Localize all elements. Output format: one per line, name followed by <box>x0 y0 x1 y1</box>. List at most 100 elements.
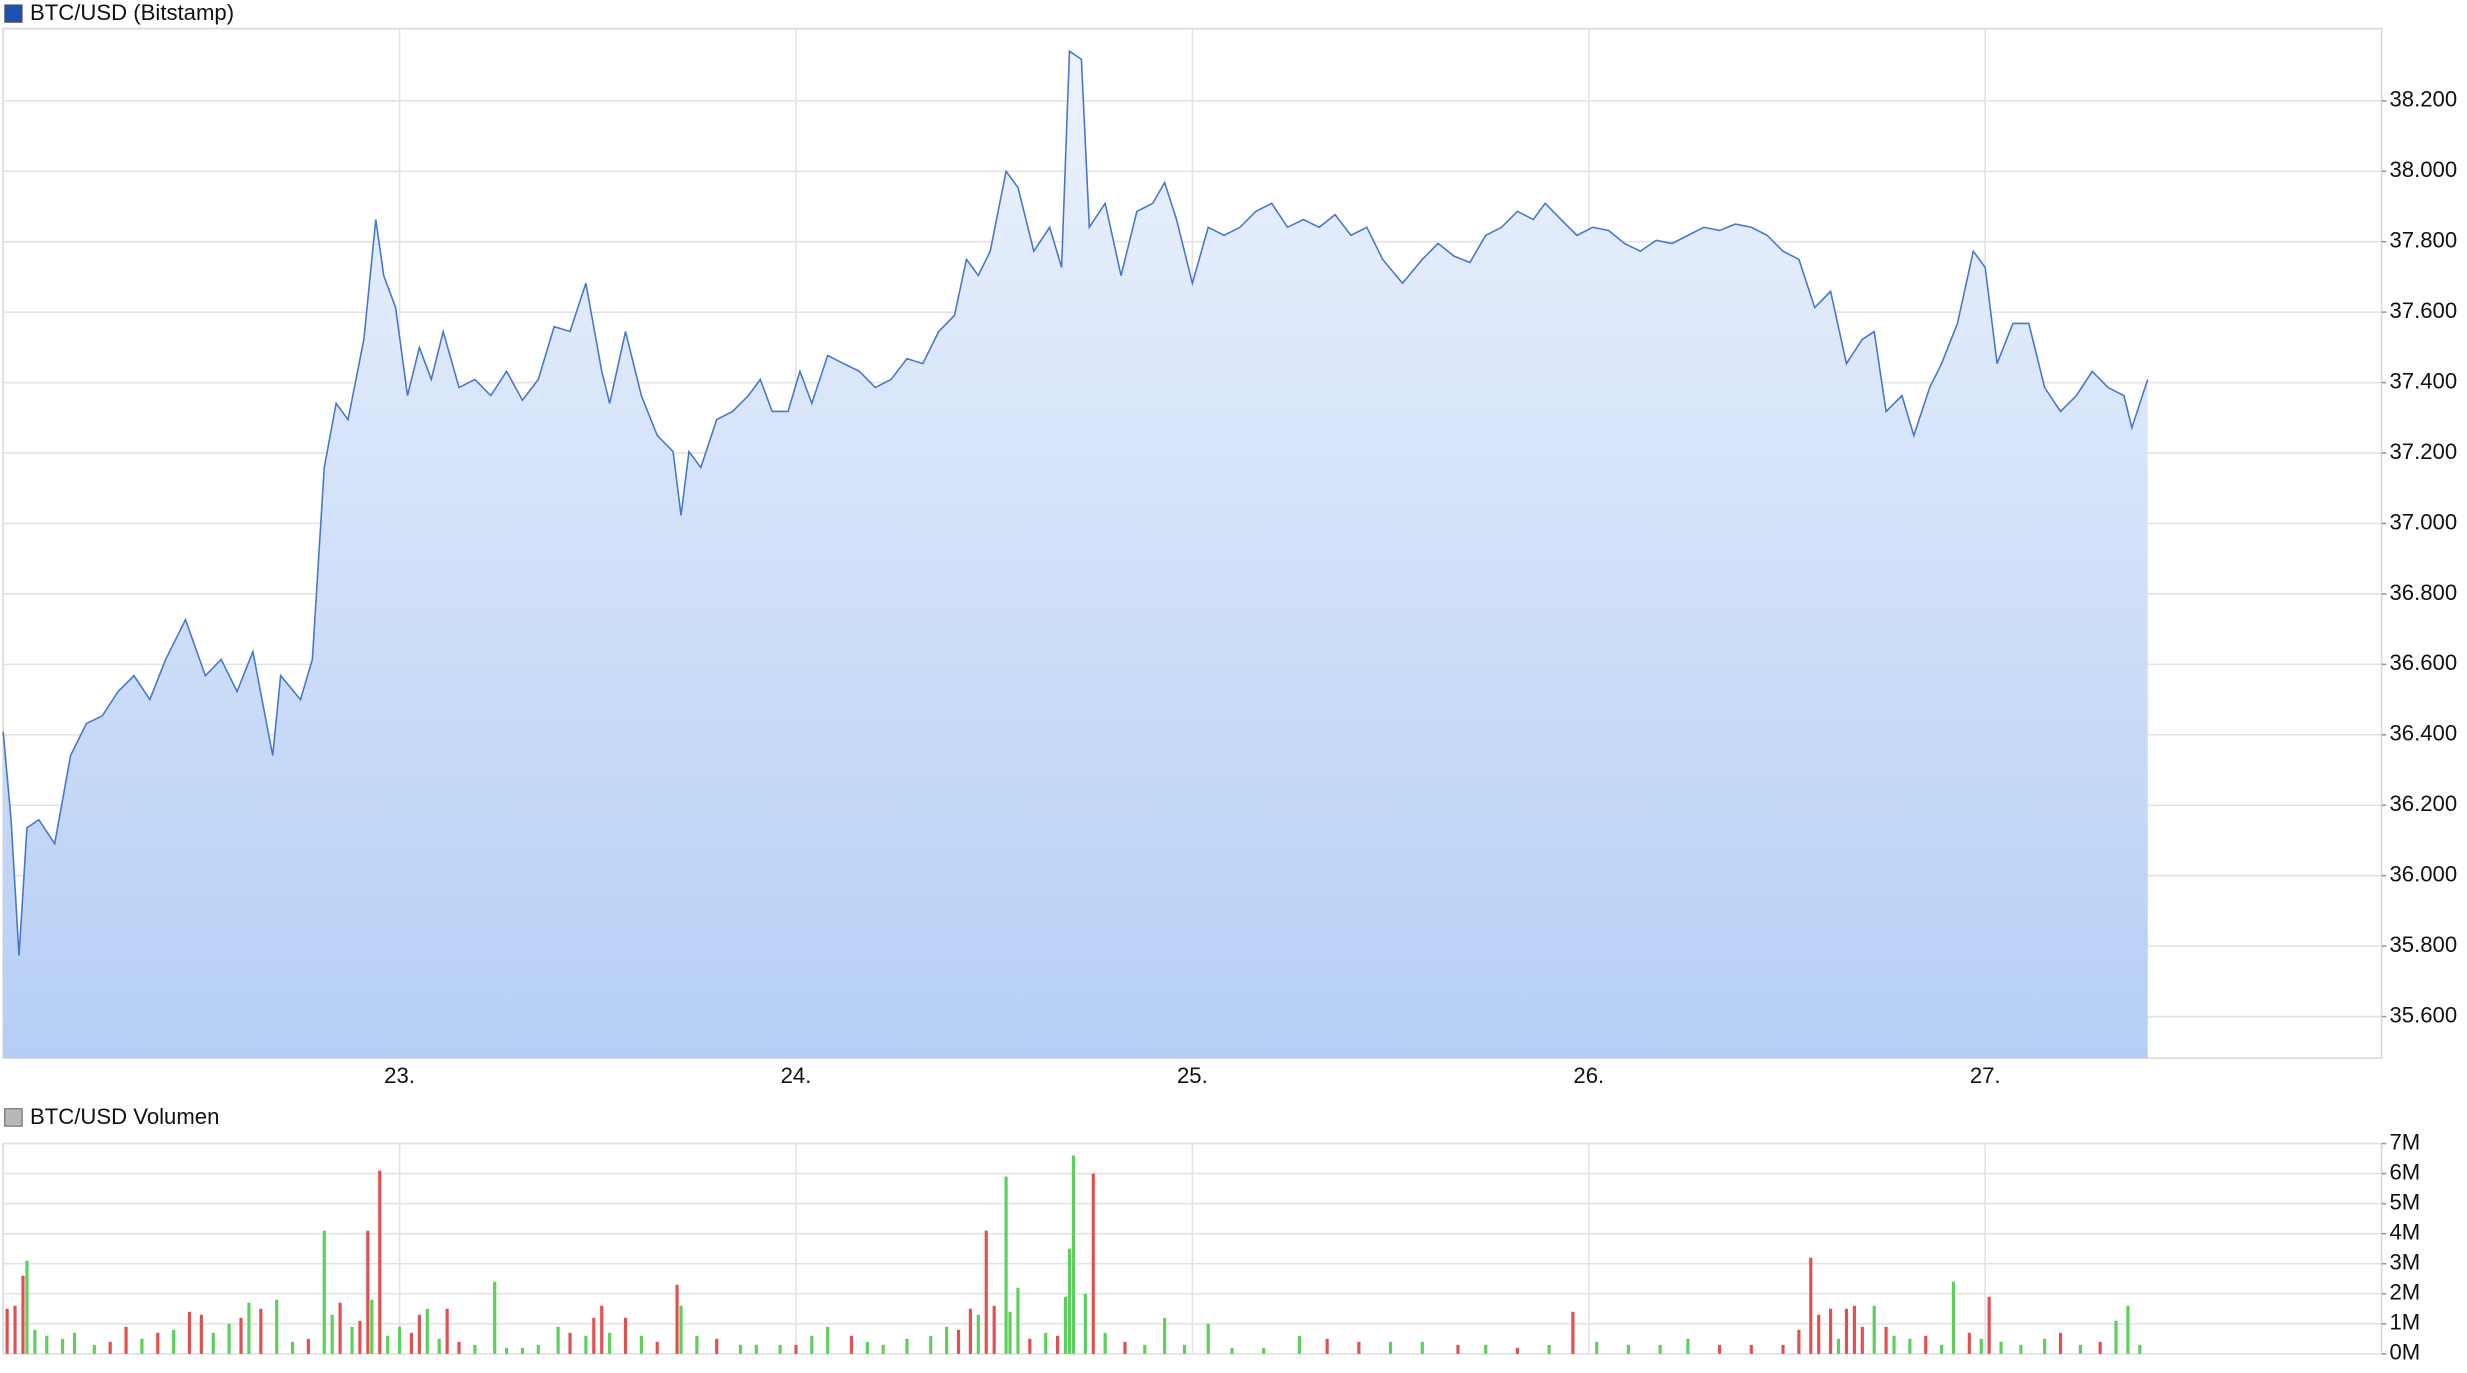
volume-bar <box>247 1302 251 1354</box>
volume-bar <box>1071 1155 1076 1354</box>
volume-bar <box>1028 1338 1032 1354</box>
volume-bar <box>810 1335 814 1354</box>
volume-bar <box>1004 1176 1008 1354</box>
volume-bar <box>905 1338 909 1354</box>
price-area <box>3 51 2148 1059</box>
volume-bar <box>1940 1344 1944 1354</box>
volume-bar <box>1987 1296 1991 1354</box>
volume-bar <box>1008 1311 1012 1354</box>
volume-bar <box>1389 1341 1393 1354</box>
volume-bar <box>1262 1347 1266 1354</box>
volume-bar <box>1686 1338 1690 1354</box>
volume-bar <box>1103 1332 1107 1354</box>
volume-bar <box>330 1314 334 1354</box>
y-tick-label: 36.000 <box>2390 862 2458 887</box>
volume-bar <box>227 1323 231 1354</box>
volume-bar <box>1872 1305 1876 1354</box>
volume-bar <box>608 1332 612 1354</box>
volume-bar <box>187 1311 192 1354</box>
volume-bar <box>715 1338 719 1354</box>
volume-bar <box>584 1335 588 1354</box>
volume-bar <box>1844 1308 1849 1354</box>
volume-bar <box>1325 1338 1329 1354</box>
volume-bar <box>2058 1332 2063 1354</box>
volume-bar <box>366 1230 370 1354</box>
y-tick-label: 4M <box>2390 1220 2421 1245</box>
volume-bar <box>1206 1323 1210 1354</box>
volume-bar <box>592 1317 596 1354</box>
volume-bar <box>2126 1305 2130 1354</box>
volume-bar <box>199 1314 203 1354</box>
volume-bar <box>437 1338 441 1354</box>
y-tick-label: 36.200 <box>2390 791 2458 816</box>
volume-bar <box>778 1344 782 1354</box>
volume-bar <box>409 1332 414 1354</box>
y-tick-label: 6M <box>2390 1159 2421 1184</box>
volume-bar <box>679 1305 683 1354</box>
price-line <box>2 49 2149 956</box>
volume-bar <box>556 1326 560 1354</box>
x-tick-label: 26. <box>1573 1063 1604 1088</box>
volume-bar <box>2114 1320 2118 1354</box>
volume-bar <box>1182 1344 1187 1354</box>
x-tick-label: 25. <box>1177 1063 1208 1088</box>
y-tick-label: 38.200 <box>2390 87 2458 112</box>
volume-bar <box>675 1284 679 1354</box>
volume-bar <box>1749 1344 1753 1354</box>
volume-bar <box>1123 1341 1127 1354</box>
volume-bar <box>623 1317 628 1354</box>
y-tick-label: 1M <box>2390 1310 2421 1335</box>
volume-bar <box>417 1314 421 1354</box>
volume-bar <box>275 1299 279 1354</box>
volume-bar <box>259 1308 263 1354</box>
volume-bar <box>881 1344 885 1354</box>
volume-bar <box>1718 1344 1722 1354</box>
volume-bar <box>738 1344 743 1354</box>
volume-bar <box>25 1260 29 1354</box>
volume-bar <box>2019 1344 2023 1354</box>
y-tick-label: 35.800 <box>2390 932 2458 957</box>
x-tick-label: 27. <box>1970 1063 2001 1088</box>
volume-bar <box>1884 1326 1888 1354</box>
volume-bar <box>568 1332 572 1354</box>
volume-bar <box>1056 1335 1060 1354</box>
volume-bar <box>1595 1341 1599 1354</box>
y-tick-label: 7M <box>2390 1129 2421 1154</box>
volume-bar <box>794 1344 798 1354</box>
volume-bar <box>13 1305 17 1354</box>
legend-marker <box>4 1108 23 1127</box>
volume-bar <box>956 1329 961 1354</box>
volume-bar <box>1979 1338 1983 1354</box>
volume-bar <box>172 1329 176 1354</box>
volume-bar <box>976 1314 980 1354</box>
volume-bar <box>397 1326 402 1354</box>
volume-bar <box>45 1335 49 1354</box>
volume-bar <box>1515 1347 1520 1354</box>
volume-bar <box>1044 1332 1048 1354</box>
volume-bar <box>239 1317 243 1354</box>
y-tick-label: 38.000 <box>2390 157 2458 182</box>
volume-bar <box>639 1335 643 1354</box>
volume-bar <box>108 1341 112 1354</box>
volume-bar <box>1230 1347 1234 1354</box>
volume-bar <box>1547 1344 1551 1354</box>
volume-bar <box>306 1338 310 1354</box>
volume-bar <box>445 1308 449 1354</box>
y-tick-label: 37.200 <box>2390 439 2458 464</box>
volume-bar <box>322 1230 326 1354</box>
volume-bar <box>290 1341 295 1354</box>
x-tick-label: 24. <box>781 1063 812 1088</box>
volume-bar <box>520 1347 525 1354</box>
volume-bar <box>21 1275 25 1354</box>
volume-bar <box>1658 1344 1662 1354</box>
volume-bar <box>124 1326 128 1354</box>
volume-bar <box>61 1338 65 1354</box>
volume-bar <box>1797 1329 1801 1354</box>
volume-bar <box>945 1326 949 1354</box>
volume-bar <box>338 1302 342 1354</box>
volume-bar <box>358 1320 362 1354</box>
volume-bar <box>1297 1335 1301 1354</box>
volume-bar <box>386 1335 390 1354</box>
volume-bar <box>493 1281 497 1354</box>
